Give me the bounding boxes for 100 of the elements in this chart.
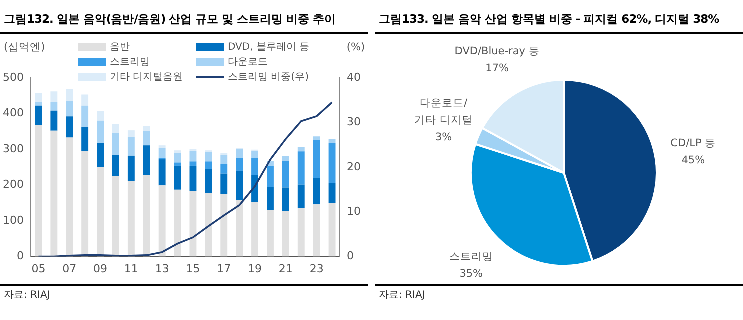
bar — [97, 120, 104, 144]
bar — [82, 94, 89, 106]
bar — [143, 175, 150, 257]
legend-label: DVD, 블루레이 등 — [228, 41, 310, 54]
bar — [97, 111, 104, 121]
bar — [328, 183, 336, 204]
bar — [35, 126, 42, 257]
bar — [143, 131, 150, 146]
data-label: 3% — [435, 132, 452, 144]
x-tick-label: 13 — [155, 262, 170, 276]
bar — [158, 186, 166, 257]
bar — [190, 166, 197, 192]
bar — [143, 126, 150, 132]
bar — [282, 161, 290, 188]
bar — [128, 130, 135, 138]
y2-tick-label: 10 — [347, 204, 362, 218]
bar — [112, 133, 120, 156]
bar — [35, 93, 42, 102]
slice-label: CD/LP 등 — [670, 138, 716, 150]
bar — [50, 92, 58, 102]
bar — [298, 147, 305, 152]
y-tick-label: 100 — [2, 214, 24, 227]
bar — [205, 152, 212, 162]
y2-tick-label: 0 — [347, 250, 354, 263]
bar — [97, 143, 104, 168]
bar — [282, 156, 290, 162]
y2-tick-label: 30 — [347, 116, 362, 129]
bar — [252, 202, 258, 257]
bar — [112, 124, 120, 134]
data-label: 17% — [486, 62, 510, 74]
bar — [267, 187, 274, 210]
bar — [328, 143, 336, 184]
bar — [158, 160, 166, 186]
bar — [313, 204, 320, 257]
bar — [66, 138, 74, 257]
x-tick-label: 09 — [94, 262, 108, 276]
bar — [50, 110, 58, 131]
bar — [97, 167, 104, 257]
bar — [50, 130, 58, 257]
x-tick-label: 21 — [278, 262, 293, 276]
x-tick-label: 11 — [124, 262, 138, 276]
bar — [205, 162, 212, 170]
y2-tick-label: 20 — [347, 160, 362, 174]
legend-label: 기타 디지털음원 — [110, 71, 184, 84]
chart-title: 그림133. 일본 음악 산업 항목별 비중 - 피지컬 62%, 디지털 38% — [379, 12, 720, 27]
y-tick-label: 200 — [2, 178, 24, 192]
slice-label: DVD/Blue-ray 등 — [454, 45, 540, 58]
bar — [112, 176, 120, 257]
bar — [66, 89, 74, 102]
bar — [236, 158, 244, 171]
bar — [112, 155, 120, 176]
bar — [313, 136, 320, 140]
bar — [35, 106, 42, 126]
bar — [128, 180, 135, 257]
bar — [190, 191, 197, 257]
bar — [282, 211, 290, 257]
bar — [128, 156, 135, 181]
bar — [298, 208, 305, 257]
bar — [128, 137, 135, 156]
x-tick-label: 17 — [217, 262, 232, 276]
chart-title: 그림132. 일본 음악(음반/음원) 산업 규모 및 스트리밍 비중 추이 — [4, 12, 336, 27]
bar — [143, 146, 150, 176]
bar — [220, 164, 228, 174]
text: 자료: RIAJ — [379, 289, 426, 302]
text: 자료: RIAJ — [4, 289, 50, 302]
bar — [82, 106, 89, 127]
y-tick-label: 400 — [2, 106, 24, 120]
legend-label: 다운로드 — [228, 56, 268, 69]
y-tick-label: 300 — [2, 142, 24, 156]
legend-label: 스트리밍 — [110, 56, 150, 69]
bar — [174, 150, 182, 154]
bar — [267, 210, 274, 257]
y2-tick-label: 40 — [347, 70, 362, 84]
bar — [205, 169, 212, 194]
bar — [174, 153, 182, 163]
bar — [267, 166, 274, 188]
bar — [66, 116, 74, 138]
bar — [190, 151, 197, 162]
bar — [174, 162, 182, 166]
bar — [158, 146, 166, 148]
bar — [313, 140, 320, 178]
bar — [252, 158, 258, 176]
data-label: 35% — [460, 268, 484, 280]
y-tick-label: 500 — [2, 70, 24, 84]
legend-label: 스트리밍 비중(우) — [228, 71, 309, 84]
legend-label: 음반 — [110, 41, 130, 54]
bar — [220, 155, 228, 164]
x-tick-label: 05 — [32, 262, 46, 276]
slice-label: 스트리밍 — [449, 250, 494, 263]
bar — [282, 188, 290, 212]
bar — [174, 190, 182, 257]
bar — [298, 184, 305, 208]
x-tick-label: 19 — [248, 262, 262, 276]
x-tick-label: 23 — [310, 262, 324, 276]
bar — [205, 193, 212, 257]
bar — [220, 174, 228, 194]
x-tick-label: 15 — [186, 262, 200, 276]
x-tick-label: 07 — [62, 262, 77, 276]
bar — [328, 204, 336, 257]
data-label: 45% — [682, 154, 706, 167]
